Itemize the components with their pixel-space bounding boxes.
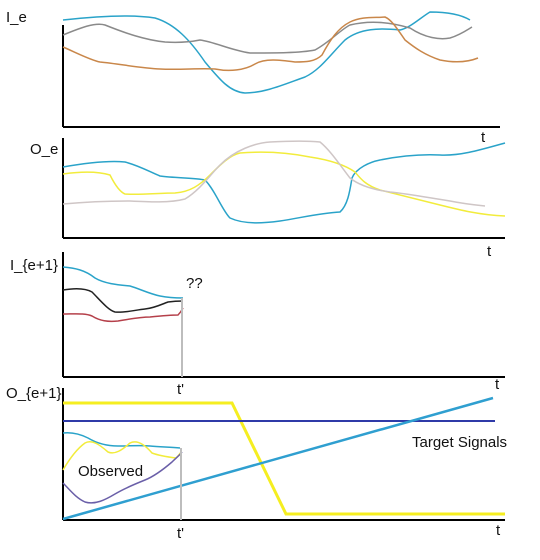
panel-ie-signal-orange — [62, 16, 479, 72]
panel-oe1-x-label: t — [496, 522, 501, 539]
panel-ie1-signal-blue — [62, 266, 184, 299]
panel-ie: I_e t — [6, 9, 500, 146]
panel-ie-signal-gray — [62, 21, 473, 54]
panel-ie-y-label: I_e — [6, 9, 27, 26]
panel-oe-x-label: t — [487, 243, 492, 260]
panel-ie1-cut-label: t' — [177, 381, 184, 398]
panel-ie1-signal-red — [62, 307, 184, 323]
panel-oe1-y-label: O_{e+1} — [6, 385, 61, 402]
observed-signal-purple — [62, 451, 183, 504]
panel-oe-signal-blue — [62, 142, 506, 224]
panel-oe-y-label: O_e — [30, 141, 58, 158]
panel-oe: O_e t — [30, 138, 506, 260]
panel-ie1-unknown-marker: ?? — [186, 275, 203, 292]
panel-ie1: ?? I_{e+1} t t' — [10, 252, 505, 398]
target-signals-label: Target Signals — [412, 434, 507, 451]
panel-oe-signal-yellow — [62, 151, 506, 217]
panel-ie1-y-label: I_{e+1} — [10, 257, 58, 274]
target-signal-blue-ramp — [62, 396, 494, 521]
panel-oe1-cut-label: t' — [177, 525, 184, 542]
target-signal-yellow — [63, 401, 505, 516]
panel-ie1-x-label: t — [495, 376, 500, 393]
panel-ie-signal-blue — [62, 11, 471, 94]
panel-ie1-signal-black — [62, 287, 184, 313]
observed-label: Observed — [78, 463, 143, 480]
observed-signal-blue — [62, 432, 181, 449]
panel-oe1: Observed Target Signals O_{e+1} t t' — [6, 385, 507, 542]
panel-oe-signal-lightgray — [62, 140, 486, 207]
panel-ie-x-label: t — [481, 129, 486, 146]
